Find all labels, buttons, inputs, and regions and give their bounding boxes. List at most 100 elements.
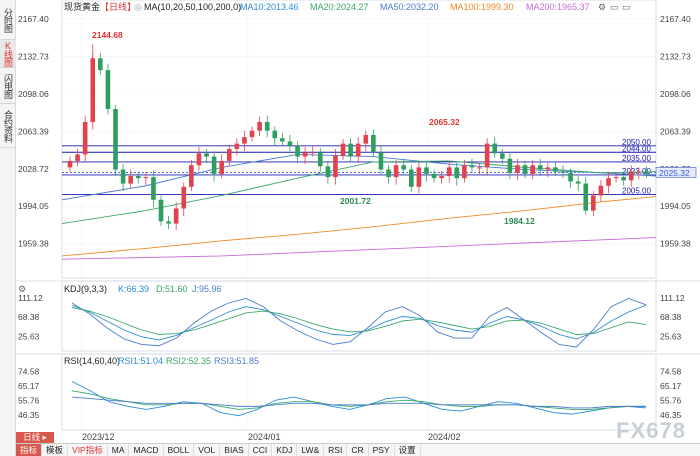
candle[interactable] bbox=[530, 165, 535, 174]
tab-macd[interactable]: MACD bbox=[129, 444, 164, 456]
candle[interactable] bbox=[439, 176, 444, 179]
candle[interactable] bbox=[613, 177, 619, 179]
candle[interactable] bbox=[583, 183, 589, 211]
candle[interactable] bbox=[500, 153, 505, 159]
candle[interactable] bbox=[454, 167, 460, 179]
candle[interactable] bbox=[158, 199, 164, 222]
candle[interactable] bbox=[151, 177, 156, 200]
candle[interactable] bbox=[484, 143, 490, 168]
candlesticks[interactable] bbox=[67, 44, 649, 231]
tab-flash[interactable]: 闪电图 bbox=[0, 68, 16, 104]
tab-ma[interactable]: MA bbox=[108, 444, 130, 456]
tab-rsi[interactable]: RSI bbox=[324, 444, 348, 456]
candle[interactable] bbox=[515, 165, 520, 173]
candle[interactable] bbox=[226, 149, 232, 161]
candle[interactable] bbox=[272, 130, 278, 139]
candle[interactable] bbox=[295, 145, 300, 157]
expand-icon[interactable]: ▭ bbox=[610, 2, 619, 12]
tab-cci[interactable]: CCI bbox=[249, 444, 273, 456]
candle[interactable] bbox=[189, 165, 194, 187]
tab-kdj[interactable]: KDJ bbox=[272, 444, 298, 456]
candle[interactable] bbox=[545, 167, 551, 170]
candle[interactable] bbox=[249, 130, 255, 138]
tab-boll[interactable]: BOLL bbox=[164, 444, 195, 456]
candle[interactable] bbox=[386, 169, 391, 178]
candle[interactable] bbox=[431, 173, 437, 179]
candle[interactable] bbox=[355, 143, 361, 157]
candle[interactable] bbox=[105, 70, 111, 110]
candle[interactable] bbox=[317, 152, 323, 167]
candle[interactable] bbox=[568, 172, 573, 182]
candle[interactable] bbox=[553, 167, 558, 172]
tab-bias[interactable]: BIAS bbox=[220, 444, 249, 456]
candle[interactable] bbox=[196, 153, 202, 166]
candle[interactable] bbox=[416, 167, 422, 187]
candle[interactable] bbox=[492, 143, 498, 154]
settings-icon[interactable]: ⚙ bbox=[598, 2, 606, 12]
candle[interactable] bbox=[166, 221, 171, 224]
tab-contract-info[interactable]: 合约资料 bbox=[0, 104, 16, 148]
candle[interactable] bbox=[408, 169, 414, 187]
candle[interactable] bbox=[575, 181, 581, 184]
candle[interactable] bbox=[280, 138, 285, 142]
candle[interactable] bbox=[560, 171, 566, 173]
candle[interactable] bbox=[628, 171, 634, 181]
period-tab[interactable]: 日线 ▸ bbox=[16, 432, 54, 443]
tab-lw[interactable]: LW& bbox=[297, 444, 325, 456]
candle[interactable] bbox=[143, 177, 149, 179]
candle[interactable] bbox=[234, 143, 240, 150]
candle[interactable] bbox=[287, 141, 293, 146]
candle[interactable] bbox=[393, 165, 399, 178]
candle[interactable] bbox=[591, 195, 596, 211]
tab-cr[interactable]: CR bbox=[347, 444, 369, 456]
candle[interactable] bbox=[621, 177, 626, 181]
tab-kline[interactable]: K线图 bbox=[0, 40, 16, 68]
candle[interactable] bbox=[522, 165, 528, 174]
candle[interactable] bbox=[401, 165, 407, 170]
candle[interactable] bbox=[363, 134, 369, 144]
candle[interactable] bbox=[310, 152, 316, 154]
candle[interactable] bbox=[204, 153, 209, 157]
candle[interactable] bbox=[135, 176, 141, 179]
candle[interactable] bbox=[120, 169, 126, 184]
candle[interactable] bbox=[644, 171, 649, 174]
ma-indicator-visibility-icon[interactable]: ◎ bbox=[134, 2, 142, 12]
candle[interactable] bbox=[219, 160, 224, 174]
tab-template[interactable]: 模板 bbox=[42, 444, 69, 456]
candle[interactable] bbox=[636, 171, 642, 173]
candle[interactable] bbox=[325, 166, 331, 178]
candle[interactable] bbox=[257, 122, 262, 131]
candle[interactable] bbox=[302, 152, 308, 157]
candle[interactable] bbox=[173, 208, 179, 224]
candle[interactable] bbox=[378, 152, 384, 170]
tab-vol[interactable]: VOL bbox=[194, 444, 221, 456]
candle[interactable] bbox=[75, 154, 80, 161]
candle[interactable] bbox=[477, 167, 482, 169]
candle[interactable] bbox=[242, 137, 247, 144]
candle[interactable] bbox=[537, 165, 543, 170]
tab-indicator[interactable]: 指标 bbox=[16, 444, 43, 456]
candle[interactable] bbox=[598, 185, 604, 196]
candle[interactable] bbox=[462, 165, 467, 179]
collapse-icon[interactable]: ▭ bbox=[622, 2, 631, 12]
candle[interactable] bbox=[507, 158, 513, 173]
kdj-settings-icon[interactable]: ⚙ bbox=[18, 284, 26, 294]
candle[interactable] bbox=[469, 165, 475, 168]
candle[interactable] bbox=[348, 143, 353, 157]
candle[interactable] bbox=[424, 167, 429, 174]
tab-psy[interactable]: PSY bbox=[369, 444, 395, 456]
candle[interactable] bbox=[264, 122, 270, 131]
candle[interactable] bbox=[606, 178, 611, 186]
tab-timeshare[interactable]: 分时图 bbox=[0, 0, 16, 40]
candle[interactable] bbox=[113, 109, 118, 170]
candle[interactable] bbox=[211, 156, 217, 174]
period-label[interactable]: 【日线】 bbox=[100, 1, 136, 12]
candle[interactable] bbox=[340, 143, 346, 156]
candle[interactable] bbox=[67, 160, 73, 168]
candle[interactable] bbox=[181, 186, 187, 209]
candle[interactable] bbox=[98, 58, 103, 71]
candle[interactable] bbox=[371, 134, 376, 153]
candle[interactable] bbox=[333, 155, 338, 178]
candle[interactable] bbox=[82, 122, 88, 155]
